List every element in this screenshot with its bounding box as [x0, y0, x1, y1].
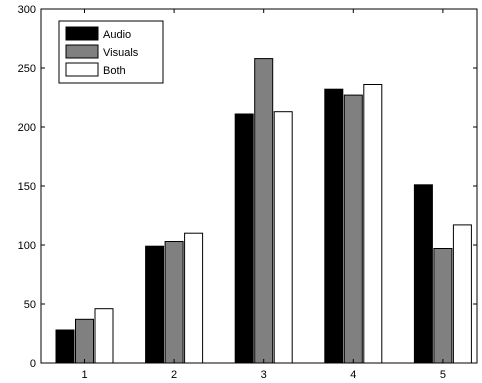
bar-both-1: [94, 308, 114, 364]
bars-layer: [55, 58, 472, 364]
x-tick-label: 5: [440, 369, 446, 381]
legend: Audio Visuals Both: [58, 20, 164, 84]
legend-label-visuals: Visuals: [103, 47, 139, 59]
legend-swatch-both: [65, 62, 99, 77]
bar-audio-3: [234, 113, 254, 364]
legend-label-both: Both: [103, 65, 126, 77]
x-tick-label: 3: [261, 369, 267, 381]
x-tick-label: 2: [171, 369, 177, 381]
y-tick-label: 300: [18, 4, 36, 16]
bar-visuals-3: [254, 58, 274, 364]
y-tick-label: 250: [18, 63, 36, 75]
legend-label-audio: Audio: [103, 29, 131, 41]
y-tick-label: 50: [24, 299, 36, 311]
x-axis: 1 2 3 4 5: [81, 9, 446, 381]
legend-swatch-visuals: [65, 44, 99, 59]
bar-audio-2: [145, 245, 165, 364]
y-tick-label: 200: [18, 122, 36, 134]
bar-audio-1: [55, 329, 75, 364]
bar-visuals-1: [75, 318, 94, 364]
bar-visuals-4: [343, 94, 363, 364]
legend-swatch-audio: [65, 26, 99, 41]
bar-audio-4: [324, 88, 344, 364]
bar-both-3: [273, 111, 293, 364]
bar-visuals-5: [433, 248, 453, 364]
bar-visuals-2: [164, 241, 184, 364]
y-tick-label: 0: [30, 358, 36, 370]
y-axis: 0 50 100 150 200 250 300: [18, 4, 477, 370]
bar-audio-5: [413, 184, 433, 364]
x-tick-label: 1: [81, 369, 87, 381]
y-tick-label: 100: [18, 240, 36, 252]
bar-both-2: [184, 232, 204, 364]
y-tick-label: 150: [18, 181, 36, 193]
bar-both-5: [452, 224, 472, 364]
bar-both-4: [363, 84, 383, 364]
x-tick-label: 4: [350, 369, 356, 381]
